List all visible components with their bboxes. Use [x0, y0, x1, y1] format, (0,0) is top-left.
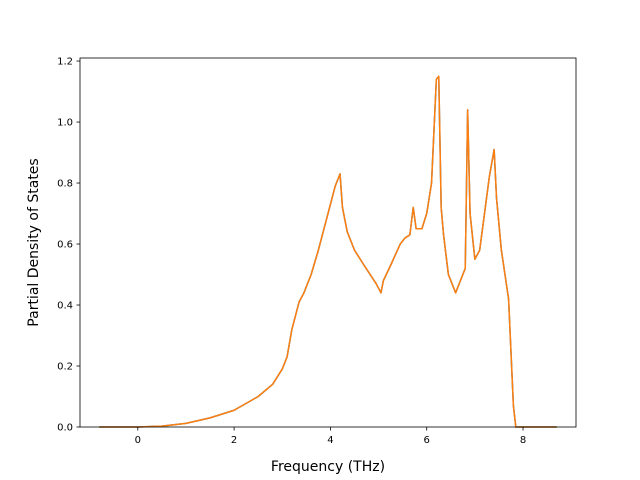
y-tick-label: 0.6: [57, 240, 73, 251]
plot-area: [80, 58, 576, 427]
y-tick-label: 1.2: [57, 57, 73, 68]
x-tick-label: 8: [520, 435, 526, 446]
y-tick-label: 1.0: [57, 118, 73, 129]
x-tick-label: 6: [424, 435, 430, 446]
y-axis-label: Partial Density of States: [26, 158, 42, 326]
y-tick-label: 0.4: [57, 301, 73, 312]
x-tick-label: 4: [327, 435, 333, 446]
x-tick-label: 0: [135, 435, 141, 446]
x-axis-ticks: 0 2 4 6 8: [135, 427, 526, 446]
series-line-2: [99, 75, 557, 428]
y-tick-label: 0.8: [57, 179, 73, 190]
y-tick-label: 0.0: [57, 423, 73, 434]
x-tick-label: 2: [231, 435, 237, 446]
x-axis-label: Frequency (THz): [271, 459, 385, 475]
axes-frame: [79, 57, 577, 428]
y-axis-ticks: 0.0 0.2 0.4 0.6 0.8 1.0 1.2: [57, 57, 80, 434]
series-layer: [99, 75, 557, 428]
y-tick-label: 0.2: [57, 362, 73, 373]
